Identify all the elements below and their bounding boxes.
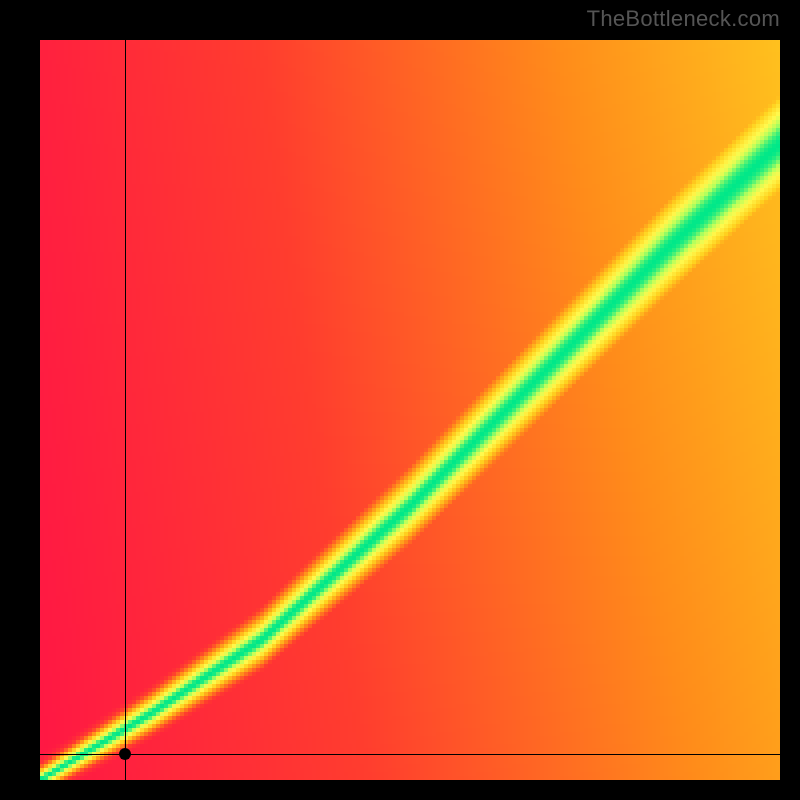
heatmap-plot [40, 40, 780, 780]
heatmap-canvas [40, 40, 780, 780]
watermark-text: TheBottleneck.com [587, 6, 780, 32]
